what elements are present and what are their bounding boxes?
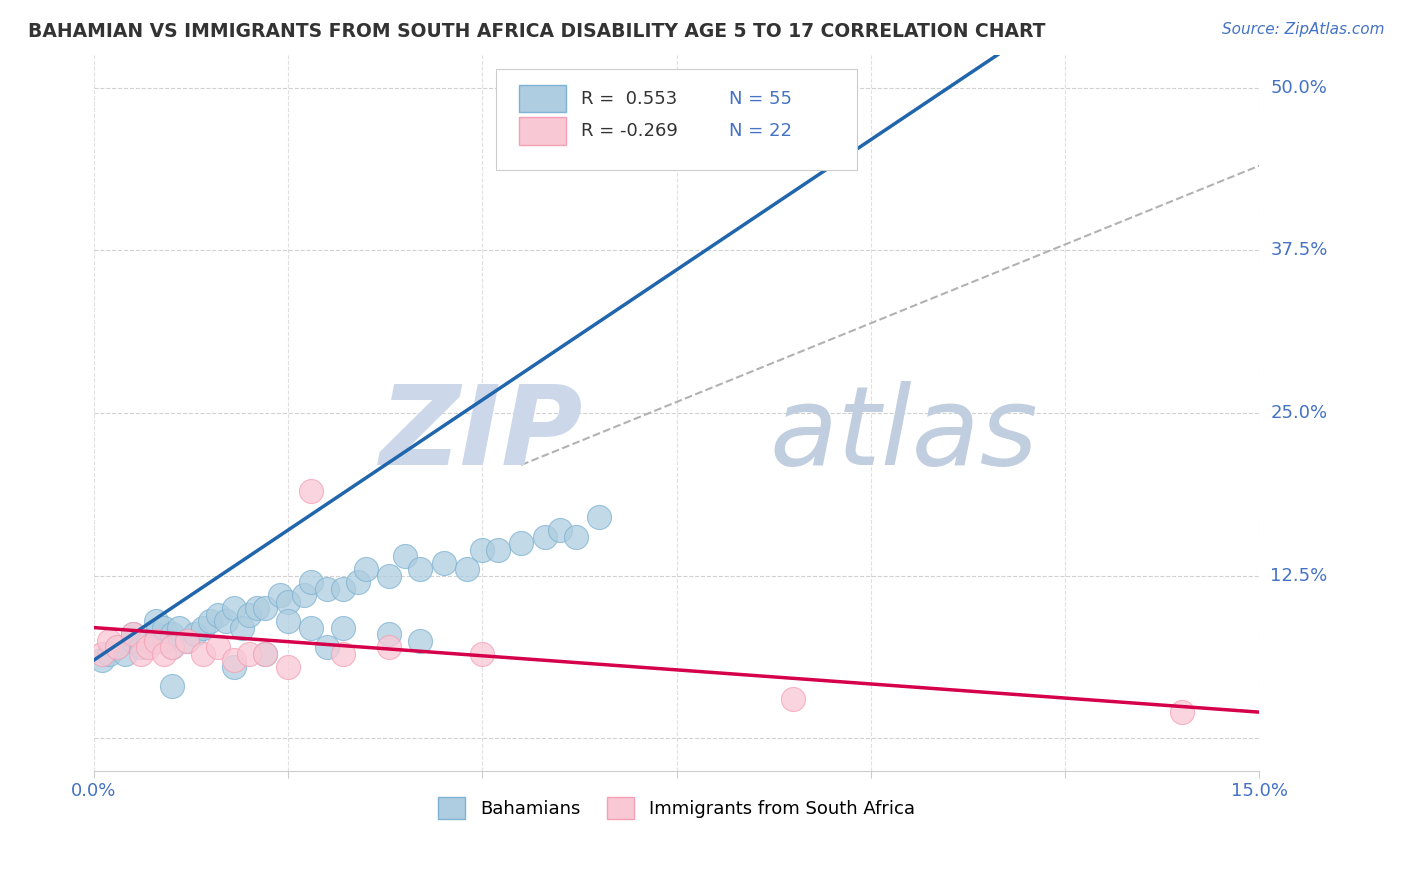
Text: BAHAMIAN VS IMMIGRANTS FROM SOUTH AFRICA DISABILITY AGE 5 TO 17 CORRELATION CHAR: BAHAMIAN VS IMMIGRANTS FROM SOUTH AFRICA… bbox=[28, 22, 1046, 41]
Text: 50.0%: 50.0% bbox=[1271, 78, 1327, 96]
Point bbox=[486, 542, 509, 557]
Point bbox=[246, 601, 269, 615]
Point bbox=[456, 562, 478, 576]
Text: N = 22: N = 22 bbox=[730, 122, 792, 140]
Point bbox=[145, 627, 167, 641]
Point bbox=[222, 659, 245, 673]
Point bbox=[253, 601, 276, 615]
Point bbox=[378, 640, 401, 654]
Point bbox=[782, 692, 804, 706]
Point bbox=[238, 647, 260, 661]
Point bbox=[231, 621, 253, 635]
Point bbox=[98, 633, 121, 648]
Point bbox=[301, 621, 323, 635]
Point bbox=[153, 621, 176, 635]
Point bbox=[98, 647, 121, 661]
Point bbox=[471, 542, 494, 557]
Point bbox=[332, 582, 354, 596]
Point bbox=[184, 627, 207, 641]
Point bbox=[207, 607, 229, 622]
Point bbox=[277, 614, 299, 628]
Text: R =  0.553: R = 0.553 bbox=[581, 90, 678, 108]
Point bbox=[301, 575, 323, 590]
Point bbox=[153, 647, 176, 661]
Point bbox=[207, 640, 229, 654]
Point bbox=[588, 510, 610, 524]
Point bbox=[114, 647, 136, 661]
Text: R = -0.269: R = -0.269 bbox=[581, 122, 678, 140]
Point bbox=[121, 627, 143, 641]
FancyBboxPatch shape bbox=[519, 118, 565, 145]
Point bbox=[533, 529, 555, 543]
Point bbox=[222, 653, 245, 667]
Point bbox=[347, 575, 370, 590]
Text: ZIP: ZIP bbox=[380, 381, 583, 488]
Point bbox=[394, 549, 416, 563]
Point bbox=[129, 647, 152, 661]
Point bbox=[160, 640, 183, 654]
Point bbox=[253, 647, 276, 661]
Point bbox=[354, 562, 377, 576]
Point bbox=[277, 594, 299, 608]
Text: Source: ZipAtlas.com: Source: ZipAtlas.com bbox=[1222, 22, 1385, 37]
Text: 25.0%: 25.0% bbox=[1271, 404, 1327, 422]
FancyBboxPatch shape bbox=[496, 70, 858, 169]
Point bbox=[564, 529, 586, 543]
Point bbox=[292, 588, 315, 602]
Point bbox=[160, 627, 183, 641]
Text: atlas: atlas bbox=[770, 381, 1039, 488]
Point bbox=[176, 633, 198, 648]
Point bbox=[169, 621, 191, 635]
Point bbox=[316, 582, 339, 596]
Point bbox=[253, 647, 276, 661]
Point bbox=[548, 523, 571, 537]
Point bbox=[136, 640, 159, 654]
Text: N = 55: N = 55 bbox=[730, 90, 792, 108]
Point bbox=[269, 588, 291, 602]
Point bbox=[1170, 705, 1192, 719]
Point bbox=[222, 601, 245, 615]
Point bbox=[332, 621, 354, 635]
Point bbox=[176, 633, 198, 648]
Point bbox=[301, 483, 323, 498]
Point bbox=[277, 659, 299, 673]
Point bbox=[316, 640, 339, 654]
Point bbox=[332, 647, 354, 661]
Text: 12.5%: 12.5% bbox=[1271, 566, 1327, 584]
Legend: Bahamians, Immigrants from South Africa: Bahamians, Immigrants from South Africa bbox=[432, 789, 922, 826]
Point bbox=[129, 640, 152, 654]
Point bbox=[378, 627, 401, 641]
Point bbox=[105, 640, 128, 654]
Point bbox=[510, 536, 533, 550]
Point bbox=[160, 679, 183, 693]
Point bbox=[153, 633, 176, 648]
Point bbox=[121, 633, 143, 648]
FancyBboxPatch shape bbox=[519, 86, 565, 112]
Point bbox=[432, 556, 454, 570]
Point bbox=[215, 614, 238, 628]
Point bbox=[200, 614, 222, 628]
Text: 37.5%: 37.5% bbox=[1271, 242, 1327, 260]
Point bbox=[409, 633, 432, 648]
Point bbox=[160, 640, 183, 654]
Point bbox=[471, 647, 494, 661]
Point bbox=[238, 607, 260, 622]
Point bbox=[121, 627, 143, 641]
Point bbox=[90, 647, 112, 661]
Point bbox=[378, 568, 401, 582]
Point bbox=[191, 647, 214, 661]
Point bbox=[409, 562, 432, 576]
Point bbox=[191, 621, 214, 635]
Point bbox=[145, 614, 167, 628]
Point bbox=[105, 640, 128, 654]
Point bbox=[136, 633, 159, 648]
Point bbox=[90, 653, 112, 667]
Point bbox=[145, 633, 167, 648]
